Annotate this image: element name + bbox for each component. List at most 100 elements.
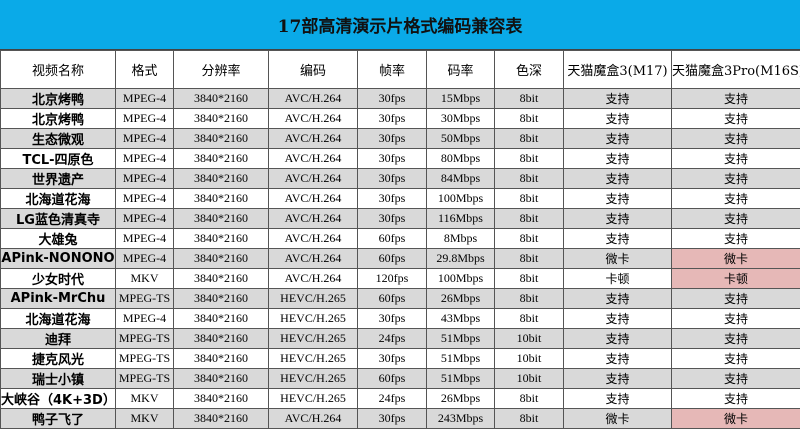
cell-format: MPEG-TS	[116, 329, 174, 349]
cell-codec: AVC/H.264	[269, 169, 358, 189]
cell-framerate: 30fps	[358, 169, 427, 189]
cell-bitdepth: 10bit	[495, 329, 564, 349]
cell-resolution: 3840*2160	[174, 349, 269, 369]
cell-bitdepth: 8bit	[495, 109, 564, 129]
col-header-framerate: 帧率	[358, 51, 427, 89]
cell-m17: 支持	[564, 209, 672, 229]
cell-format: MPEG-4	[116, 309, 174, 329]
cell-resolution: 3840*2160	[174, 289, 269, 309]
cell-bitrate: 80Mbps	[427, 149, 495, 169]
cell-m16s: 支持	[672, 229, 800, 249]
cell-resolution: 3840*2160	[174, 89, 269, 109]
cell-m16s: 支持	[672, 369, 800, 389]
cell-format: MPEG-TS	[116, 289, 174, 309]
cell-resolution: 3840*2160	[174, 249, 269, 269]
cell-bitdepth: 8bit	[495, 249, 564, 269]
cell-resolution: 3840*2160	[174, 169, 269, 189]
cell-framerate: 30fps	[358, 129, 427, 149]
cell-codec: AVC/H.264	[269, 129, 358, 149]
cell-name: 大雄兔	[1, 229, 116, 249]
cell-bitrate: 15Mbps	[427, 89, 495, 109]
cell-codec: HEVC/H.265	[269, 309, 358, 329]
cell-bitdepth: 8bit	[495, 269, 564, 289]
cell-framerate: 30fps	[358, 189, 427, 209]
cell-bitrate: 26Mbps	[427, 389, 495, 409]
cell-bitdepth: 10bit	[495, 349, 564, 369]
cell-bitdepth: 8bit	[495, 289, 564, 309]
cell-format: MPEG-4	[116, 89, 174, 109]
col-header-codec: 编码	[269, 51, 358, 89]
cell-name: 生态微观	[1, 129, 116, 149]
cell-m17: 微卡	[564, 249, 672, 269]
cell-codec: AVC/H.264	[269, 109, 358, 129]
cell-framerate: 24fps	[358, 329, 427, 349]
col-header-format: 格式	[116, 51, 174, 89]
cell-framerate: 30fps	[358, 89, 427, 109]
cell-bitrate: 100Mbps	[427, 269, 495, 289]
cell-m16s: 支持	[672, 149, 800, 169]
cell-m17: 支持	[564, 149, 672, 169]
cell-codec: AVC/H.264	[269, 209, 358, 229]
cell-format: MPEG-4	[116, 109, 174, 129]
cell-m16s: 支持	[672, 289, 800, 309]
cell-m16s: 支持	[672, 209, 800, 229]
cell-name: 北海道花海	[1, 309, 116, 329]
cell-name: 北京烤鸭	[1, 89, 116, 109]
cell-codec: HEVC/H.265	[269, 349, 358, 369]
cell-resolution: 3840*2160	[174, 149, 269, 169]
compatibility-table: 视频名称 格式 分辨率 编码 帧率 码率 色深 天猫魔盒3(M17) 天猫魔盒3…	[0, 50, 800, 429]
cell-resolution: 3840*2160	[174, 129, 269, 149]
cell-framerate: 30fps	[358, 149, 427, 169]
cell-m17: 支持	[564, 289, 672, 309]
cell-bitdepth: 8bit	[495, 149, 564, 169]
cell-framerate: 30fps	[358, 209, 427, 229]
col-header-m17: 天猫魔盒3(M17)	[564, 51, 672, 89]
cell-m17: 支持	[564, 329, 672, 349]
cell-name: APink-NONONO	[1, 249, 116, 269]
cell-m17: 支持	[564, 109, 672, 129]
cell-resolution: 3840*2160	[174, 309, 269, 329]
cell-m17: 支持	[564, 349, 672, 369]
cell-m17: 支持	[564, 129, 672, 149]
cell-m17: 卡顿	[564, 269, 672, 289]
cell-name: 捷克风光	[1, 349, 116, 369]
cell-bitrate: 116Mbps	[427, 209, 495, 229]
cell-codec: HEVC/H.265	[269, 329, 358, 349]
cell-m16s: 支持	[672, 89, 800, 109]
cell-bitdepth: 8bit	[495, 209, 564, 229]
cell-name: 大峡谷（4K+3D）	[1, 389, 116, 409]
cell-bitrate: 50Mbps	[427, 129, 495, 149]
cell-framerate: 30fps	[358, 109, 427, 129]
cell-m16s: 支持	[672, 189, 800, 209]
cell-m17: 支持	[564, 169, 672, 189]
cell-m16s: 卡顿	[672, 269, 800, 289]
cell-m17: 支持	[564, 89, 672, 109]
cell-resolution: 3840*2160	[174, 369, 269, 389]
cell-bitrate: 84Mbps	[427, 169, 495, 189]
col-header-resolution: 分辨率	[174, 51, 269, 89]
cell-m17: 支持	[564, 229, 672, 249]
cell-name: APink-MrChu	[1, 289, 116, 309]
cell-resolution: 3840*2160	[174, 189, 269, 209]
cell-format: MKV	[116, 269, 174, 289]
cell-framerate: 60fps	[358, 249, 427, 269]
cell-bitdepth: 8bit	[495, 189, 564, 209]
cell-bitdepth: 10bit	[495, 369, 564, 389]
cell-format: MPEG-4	[116, 249, 174, 269]
cell-name: 迪拜	[1, 329, 116, 349]
cell-codec: AVC/H.264	[269, 189, 358, 209]
cell-m16s: 支持	[672, 169, 800, 189]
cell-bitrate: 100Mbps	[427, 189, 495, 209]
cell-name: TCL-四原色	[1, 149, 116, 169]
cell-format: MPEG-4	[116, 229, 174, 249]
cell-resolution: 3840*2160	[174, 209, 269, 229]
cell-resolution: 3840*2160	[174, 329, 269, 349]
cell-framerate: 24fps	[358, 389, 427, 409]
